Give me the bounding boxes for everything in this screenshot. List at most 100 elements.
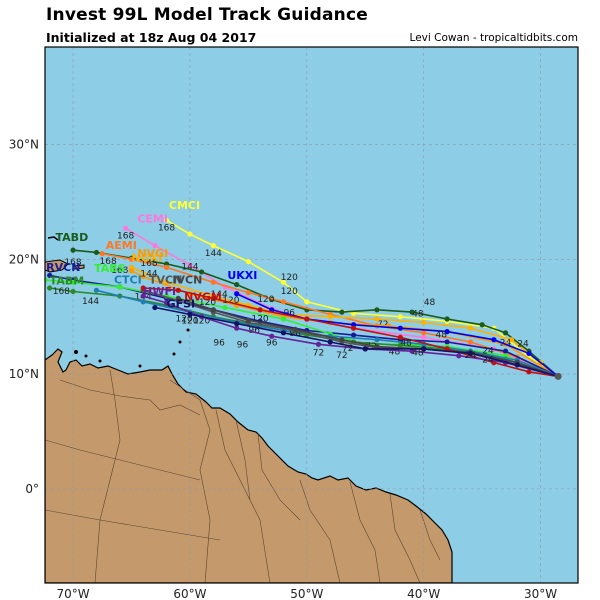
- track-point: [187, 311, 193, 318]
- track-point: [234, 325, 240, 331]
- track-point: [187, 262, 193, 268]
- track-point: [187, 231, 193, 237]
- track-point: [280, 330, 287, 336]
- chart-title: Invest 99L Model Track Guidance: [46, 5, 368, 25]
- forecast-hour-label: 24: [482, 346, 494, 356]
- track-point: [117, 284, 123, 290]
- island-dot: [98, 359, 102, 363]
- model-label-tabm: TABM: [50, 275, 85, 288]
- axis-ticks: 70°W 60°W 50°W 40°W 30°W 30°N 20°N 10°N 0°: [9, 138, 558, 600]
- forecast-hour-label: 168: [140, 259, 157, 269]
- track-point: [479, 322, 485, 328]
- forecast-hour-label: 24: [482, 356, 494, 366]
- island-cuba-tip: [47, 236, 59, 241]
- track-point: [70, 247, 76, 253]
- track-point: [491, 337, 497, 343]
- track-point: [140, 285, 146, 291]
- track-point: [210, 307, 216, 313]
- forecast-hour-label: 48: [412, 310, 424, 320]
- track-point: [444, 346, 450, 352]
- track-point: [163, 300, 170, 306]
- track-point: [128, 268, 135, 274]
- track-point: [397, 325, 403, 331]
- track-point: [421, 330, 427, 336]
- country-borders: [45, 369, 441, 583]
- track-point: [444, 316, 450, 322]
- island-dot: [138, 364, 142, 368]
- forecast-hour-label: 48: [400, 338, 412, 348]
- track-point: [421, 334, 427, 340]
- track-point: [175, 295, 181, 301]
- model-label-nvgi: NVGI: [137, 247, 168, 260]
- forecast-hour-label: 168: [53, 287, 70, 297]
- track-nvgm: 120: [140, 285, 559, 378]
- track-point: [502, 330, 509, 336]
- track-line: [45, 279, 559, 378]
- lon-tick-label: 40°W: [407, 587, 440, 600]
- track-line: [102, 252, 559, 378]
- forecast-hour-label: 168: [64, 258, 81, 268]
- model-label-gfsi: GFSI: [167, 298, 196, 311]
- forecast-hour-label: 168: [117, 232, 134, 242]
- model-label-ctci: CTCI: [114, 273, 142, 286]
- track-point: [123, 225, 129, 231]
- model-label-ngxi: NGXI: [131, 252, 162, 265]
- track-point: [467, 325, 474, 331]
- track-point: [163, 217, 170, 223]
- track-point: [245, 290, 251, 296]
- forecast-hour-label: 120: [199, 298, 216, 308]
- track-point: [327, 314, 333, 320]
- track-point: [70, 279, 76, 285]
- model-label-rvcn: RVCN: [46, 261, 80, 274]
- track-point: [257, 307, 263, 313]
- track-point: [526, 350, 532, 357]
- track-point: [467, 350, 474, 357]
- island-dot: [172, 352, 176, 356]
- forecast-hour-label: 48: [412, 349, 424, 359]
- model-label-hwfi: HWFI: [143, 285, 176, 298]
- forecast-hour-label: 144: [140, 270, 157, 280]
- track-point: [280, 279, 287, 285]
- forecast-hour-label: 120: [181, 317, 198, 327]
- model-label-nvgm: NVGM: [184, 291, 222, 304]
- track-point: [128, 256, 135, 262]
- track-point: [374, 316, 380, 322]
- track-point: [140, 273, 146, 280]
- forecast-hour-label: 120: [257, 295, 274, 305]
- track-point: [421, 319, 427, 326]
- forecast-hour-label: 96: [248, 326, 260, 336]
- track-line: [131, 266, 559, 378]
- track-point: [421, 346, 427, 352]
- forecast-hour-label: 72: [342, 344, 353, 354]
- forecast-hour-label: 144: [205, 249, 222, 259]
- island-hispaniola: [45, 259, 69, 273]
- track-line: [154, 306, 559, 378]
- track-point: [397, 334, 403, 340]
- model-tracks: 1681441201681441681441204816872168244896…: [45, 199, 562, 380]
- track-point: [152, 304, 158, 311]
- island-dot: [186, 328, 190, 332]
- track-point: [327, 339, 333, 345]
- forecast-hour-label: 168: [111, 266, 128, 276]
- forecast-hour-label: 96: [237, 341, 249, 351]
- forecast-hour-label: 120: [281, 273, 298, 283]
- track-point: [374, 343, 380, 350]
- model-label-ivcn: IVCN: [172, 273, 202, 286]
- track-line: [178, 297, 559, 378]
- track-point: [502, 348, 509, 354]
- track-point: [304, 299, 310, 305]
- track-point: [93, 249, 100, 256]
- track-point: [374, 337, 380, 343]
- track-point: [222, 304, 228, 311]
- track-point: [397, 342, 403, 349]
- track-point: [514, 362, 520, 368]
- track-point: [374, 307, 380, 313]
- lat-tick-label: 20°N: [9, 252, 39, 266]
- model-label-cmci: CMCI: [169, 199, 200, 212]
- forecast-hour-label: 120: [176, 314, 193, 324]
- model-label-cemi: CEMI: [137, 213, 168, 226]
- track-point: [339, 309, 345, 315]
